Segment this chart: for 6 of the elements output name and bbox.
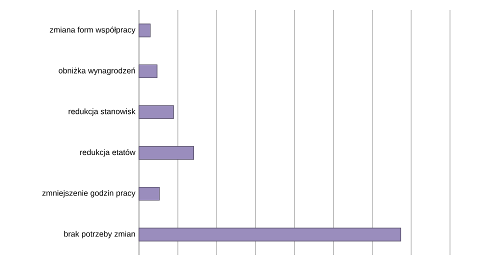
bar: [138, 186, 160, 201]
bar: [138, 64, 158, 78]
bar: [138, 105, 174, 119]
bar: [138, 24, 151, 38]
bar: [138, 228, 402, 242]
bar: [138, 146, 194, 160]
